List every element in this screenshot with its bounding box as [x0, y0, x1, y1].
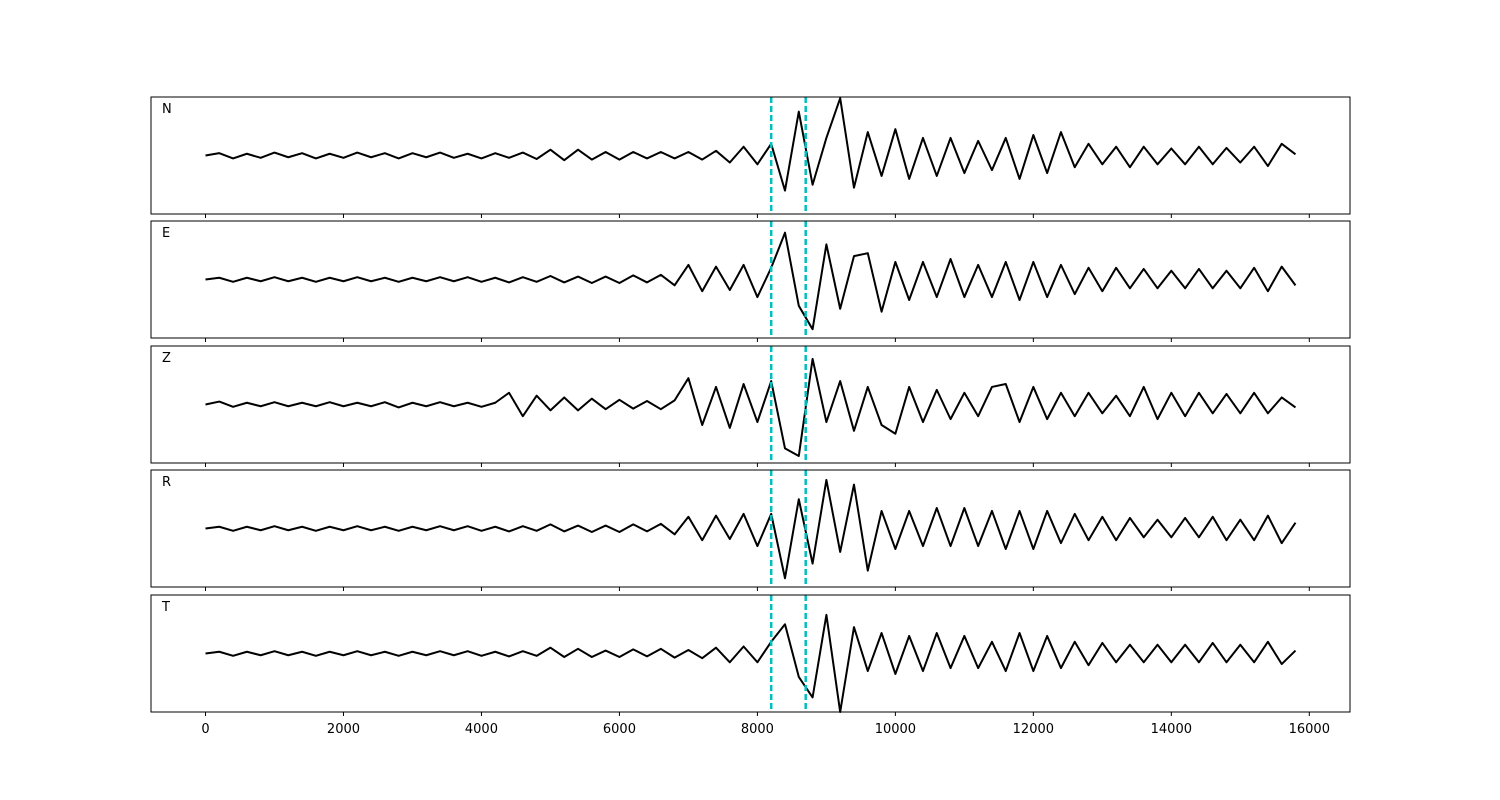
axes-frame	[150, 469, 1351, 588]
x-tick-label: 14000	[1151, 722, 1192, 737]
waveform	[205, 613, 1297, 713]
axes-frame	[150, 96, 1351, 215]
waveform	[205, 97, 1297, 192]
axes-frame	[150, 345, 1351, 464]
channel-label: N	[162, 102, 172, 117]
x-tick-label: 4000	[465, 722, 498, 737]
channel-label: R	[162, 475, 171, 490]
waveform	[205, 478, 1297, 580]
channel-label: E	[162, 226, 170, 241]
waveform	[205, 357, 1297, 457]
x-tick-label: 8000	[741, 722, 774, 737]
channel-label: T	[161, 600, 170, 615]
axes-frame	[150, 220, 1351, 339]
x-tick-label: 6000	[603, 722, 636, 737]
x-tick-label: 10000	[875, 722, 916, 737]
channel-label: Z	[162, 351, 171, 366]
x-tick-label: 16000	[1289, 722, 1330, 737]
waveform	[205, 231, 1297, 331]
x-tick-label: 12000	[1013, 722, 1054, 737]
x-tick-label: 2000	[327, 722, 360, 737]
axes-frame	[150, 594, 1351, 713]
x-tick-label: 0	[201, 722, 209, 737]
